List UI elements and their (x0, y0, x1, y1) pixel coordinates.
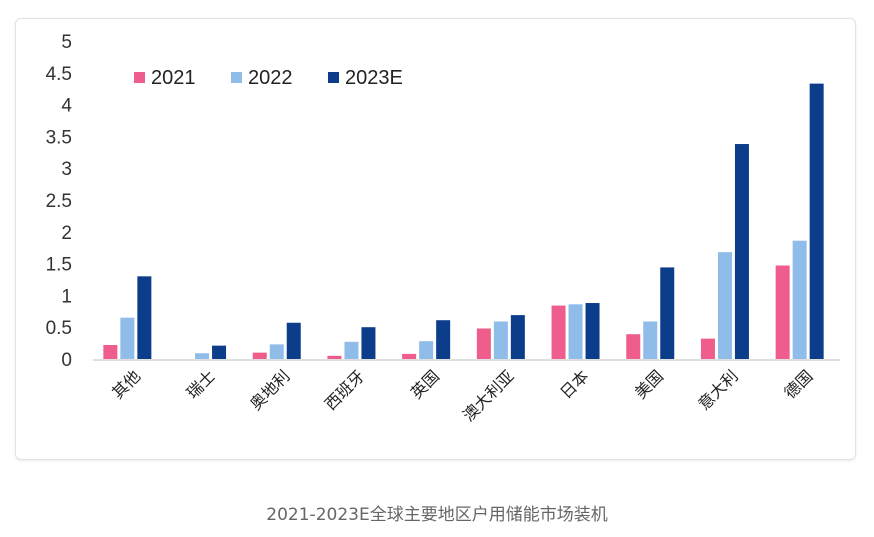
y-tick-label: 2.5 (46, 191, 72, 212)
bar-2022 (568, 304, 583, 359)
y-tick-label: 2 (61, 223, 72, 244)
y-tick-label: 3 (61, 159, 72, 180)
y-tick-label: 4.5 (46, 64, 72, 85)
bar-2022 (792, 240, 807, 359)
bar-2021 (476, 328, 491, 359)
y-tick-label: 5 (61, 32, 72, 53)
bar-2023E (734, 144, 749, 359)
bar-2023E (436, 320, 451, 359)
bar-2021 (103, 345, 118, 359)
x-tick-label: 其他 (108, 366, 144, 402)
x-tick-label: 瑞士 (183, 366, 219, 402)
x-tick-label: 美国 (631, 366, 667, 402)
y-tick-label: 0.5 (46, 318, 72, 339)
legend-swatch-2023E (328, 72, 339, 83)
y-tick-label: 1 (61, 286, 72, 307)
bar-2021 (551, 305, 566, 359)
y-tick-label: 1.5 (46, 255, 72, 276)
bar-2023E (361, 327, 376, 359)
bar-2021 (327, 355, 342, 359)
bar-2022 (717, 252, 732, 359)
bar-2022 (344, 341, 359, 359)
bar-2023E (660, 267, 675, 359)
x-tick-label: 德国 (780, 366, 816, 402)
y-tick-label: 0 (61, 350, 72, 371)
y-tick-label: 4 (61, 96, 72, 117)
legend-label: 2022 (248, 67, 293, 89)
x-tick-label: 西班牙 (321, 366, 368, 413)
y-tick-label: 3.5 (46, 127, 72, 148)
bar-2021 (252, 352, 267, 359)
bar-2021 (700, 338, 715, 359)
bar-2021 (775, 265, 790, 359)
bar-2022 (493, 321, 508, 359)
bar-2023E (585, 303, 600, 359)
bar-2023E (809, 83, 824, 359)
bar-2023E (286, 322, 301, 359)
bar-2023E (137, 276, 152, 359)
legend-label: 2021 (151, 67, 196, 89)
x-tick-label: 意大利 (694, 366, 741, 413)
chart-card: 0 0.5 1 1.5 2 2.5 3 3.5 4 4.5 5 其他 瑞士 奥地利 西班牙 英国 澳大利亚 日本 美… (15, 18, 856, 460)
x-tick-label: 英国 (407, 366, 443, 402)
bar-2022 (120, 317, 135, 359)
bar-2023E (212, 345, 227, 359)
bar-2023E (510, 315, 525, 359)
bar-2021 (626, 334, 641, 359)
x-tick-label: 日本 (556, 366, 592, 402)
chart-caption: 2021-2023E全球主要地区户用储能市场装机 (266, 505, 608, 525)
bar-2022 (419, 341, 434, 359)
legend-swatch-2022 (231, 72, 242, 83)
bar-2022 (643, 321, 658, 359)
bar-2021 (402, 353, 417, 359)
bar-chart: 0 0.5 1 1.5 2 2.5 3 3.5 4 4.5 5 其他 瑞士 奥地利 西班牙 英国 澳大利亚 日本 美… (46, 32, 840, 425)
x-tick-label: 奥地利 (246, 366, 293, 413)
x-tick-label: 澳大利亚 (459, 366, 518, 425)
legend-label: 2023E (345, 67, 403, 89)
legend-swatch-2021 (134, 72, 145, 83)
bar-2022 (195, 353, 210, 359)
bar-2022 (269, 344, 284, 359)
